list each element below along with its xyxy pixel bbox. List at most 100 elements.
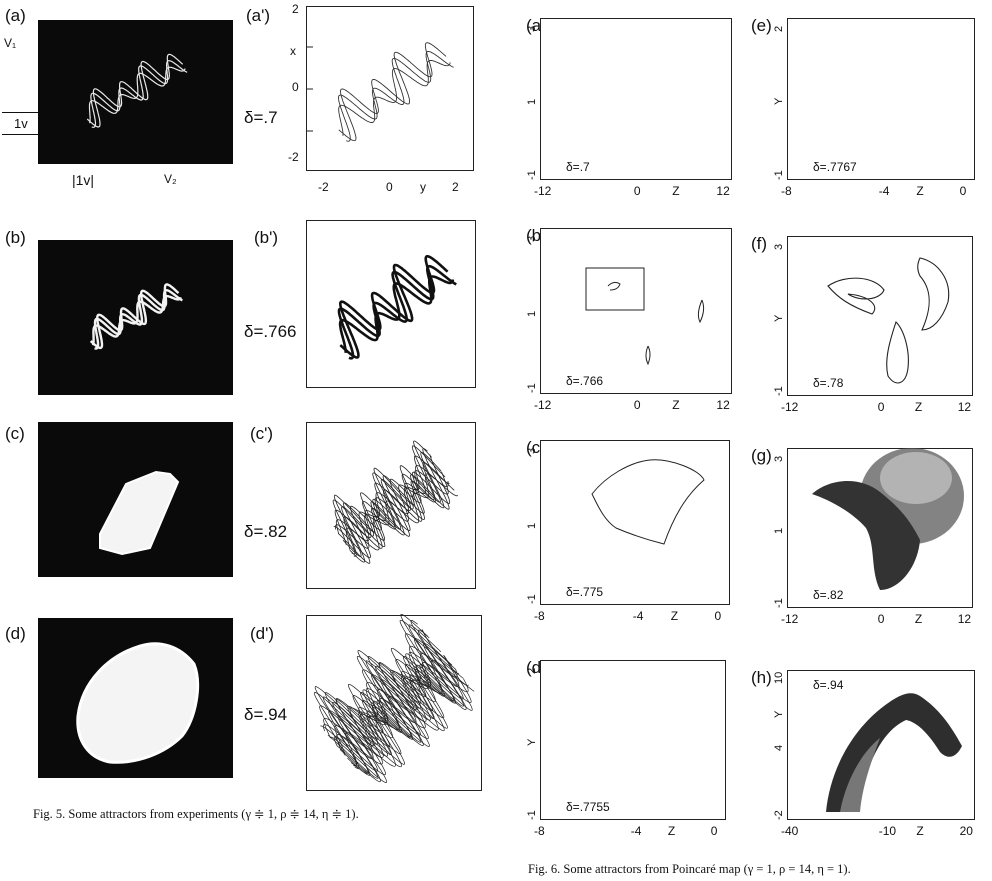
fig6-g-xtick-3: 12 — [957, 612, 972, 626]
fig6-f-xtick-0: -12 — [781, 400, 799, 414]
traceCp-loop — [333, 454, 451, 559]
fig5-delta-c: δ=.82 — [244, 522, 288, 541]
scope-trace-c — [99, 470, 180, 556]
fig6-delta-f: δ=.78 — [813, 376, 844, 390]
fig6-plot-f — [787, 236, 973, 396]
plot-a-prime-curve — [307, 42, 454, 142]
fig6-b-ytick-2: -1 — [526, 383, 538, 394]
fig6-plot-b — [540, 228, 732, 394]
traceCp-loop — [345, 473, 459, 551]
fig6-panel-f-label: (f) — [751, 234, 768, 253]
fig6-d-xtick-2: Z — [667, 824, 676, 838]
fig6-c-ytick-2: -1 — [526, 594, 538, 605]
fig6-caption: Fig. 6. Some attractors from Poincaré ma… — [528, 862, 851, 876]
traceA-loop — [86, 53, 184, 128]
fig6-e-xtick-3: 0 — [959, 184, 967, 198]
traceDp-loop — [345, 659, 475, 767]
traceBp-loop — [337, 264, 457, 360]
scope-blob-c — [99, 470, 180, 556]
scope-blob-d — [76, 642, 200, 764]
scope-trace-b — [89, 283, 183, 350]
fig6-h-ytick-2: 4 — [773, 744, 785, 751]
fig6-h-ytick-0: 10 — [773, 671, 785, 684]
fig6-e-ytick-1: Y — [773, 97, 785, 105]
plot-a-ytick-mid: 0 — [292, 80, 299, 94]
fig5-panel-c-prime-label: (c') — [250, 424, 274, 443]
plot-a-ytick-top: 2 — [292, 2, 299, 16]
plot-a-ylabel: x — [290, 44, 296, 58]
fig6-panel-e-label: (e) — [751, 16, 772, 35]
fig6-d-ytick-2: -1 — [526, 809, 538, 820]
traceDp-loop — [329, 629, 473, 783]
fig6-delta-c: δ=.775 — [566, 585, 604, 599]
one-volt-bar-left-2 — [2, 134, 42, 135]
fig6-c-ytick-0: 3 — [526, 448, 538, 455]
fig6-h-xtick-2: Z — [916, 824, 924, 838]
oscilloscope-photo-b — [38, 240, 233, 395]
fig5-panel-a-prime-label: (a') — [246, 6, 271, 25]
one-volt-bar-left — [2, 112, 42, 113]
fig6-f-ytick-0: 3 — [773, 243, 785, 250]
traceAp-loop — [338, 60, 451, 136]
traceBp-loop — [338, 275, 455, 354]
plot-a-xtick-right: 2 — [452, 180, 459, 194]
plot-d-prime-curve — [313, 614, 475, 783]
plot-d-prime — [306, 614, 482, 791]
fig6-h-ytick-1: Y — [773, 710, 785, 718]
fig6-b-xtick-0: -12 — [534, 398, 552, 412]
fig6-f-ytick-1: Y — [773, 314, 785, 322]
fig6-a-xtick-1: 0 — [633, 184, 641, 198]
fig6-a-xtick-3: 12 — [716, 184, 730, 198]
fig6-h-xtick-3: 20 — [959, 824, 973, 838]
plot-c-prime — [306, 422, 476, 589]
fig6-c-xtick-1: -4 — [632, 609, 644, 623]
fig6-a-xtick-2: Z — [672, 184, 680, 198]
fig6-e-ytick-2: -1 — [773, 169, 785, 180]
scope-trace-d — [76, 642, 200, 764]
fig6-d-ytick-1: Y — [526, 738, 538, 746]
fig6-b-xtick-2: Z — [672, 398, 680, 412]
fig6-c-ytick-1: 1 — [526, 522, 538, 529]
traceDp-loop — [337, 643, 456, 774]
fig6-a-xtick-0: -12 — [534, 184, 552, 198]
fig6-delta-a: δ=.7 — [566, 160, 590, 174]
fig6-g-ytick-0: 3 — [773, 455, 785, 462]
fig6-plot-d — [540, 660, 726, 820]
fig6-f-xtick-3: 12 — [957, 400, 972, 414]
fig6-d-xtick-3: 0 — [710, 824, 718, 838]
fig6-g-ytick-2: -1 — [773, 597, 785, 608]
fig6-a-ytick-2: -1 — [526, 169, 538, 180]
plot-a-xtick-mid: 0 — [386, 180, 393, 194]
traceA-loop — [90, 60, 188, 128]
traceCp-loop — [338, 448, 450, 564]
fig6-c-xtick-3: 0 — [714, 609, 722, 623]
fig6-plot-h — [787, 670, 975, 820]
traceDp-loop — [334, 653, 469, 758]
plot-a-prime — [306, 6, 474, 171]
fig6-f-xtick-1: 0 — [877, 400, 885, 414]
fig6-e-xtick-2: Z — [916, 184, 924, 198]
fig6-g-xtick-2: Z — [914, 612, 923, 626]
fig6-a-ytick-1: 1 — [526, 98, 538, 105]
fig6-plot-c — [540, 440, 730, 605]
traceAp-loop — [338, 42, 447, 142]
fig5-panel-b-label: (b) — [5, 228, 26, 247]
fig6-delta-e: δ=.7767 — [813, 160, 857, 174]
fig6-c-xtick-2: Z — [670, 609, 679, 623]
fig6-plot-g — [787, 448, 973, 608]
traceDp-loop — [332, 629, 467, 783]
plot-b-prime — [306, 220, 476, 388]
one-volt-label-left: 1v — [14, 116, 28, 131]
fig5-delta-a: δ=.7 — [244, 108, 278, 127]
fig6-h-ytick-3: -2 — [773, 810, 785, 820]
oscilloscope-photo-a — [38, 20, 233, 164]
fig6-plot-e — [787, 18, 975, 180]
fig5-delta-b: δ=.766 — [244, 322, 297, 341]
fig6-g-ytick-1: 1 — [773, 527, 785, 534]
oscilloscope-photo-c — [38, 422, 233, 577]
fig6-b-ytick-1: 1 — [526, 310, 538, 317]
fig5-caption: Fig. 5. Some attractors from experiments… — [33, 807, 359, 821]
plot-a-ytick-bottom: -2 — [288, 150, 299, 164]
one-volt-label-bottom: |1v| — [72, 172, 95, 188]
fig5-delta-d: δ=.94 — [244, 705, 288, 724]
